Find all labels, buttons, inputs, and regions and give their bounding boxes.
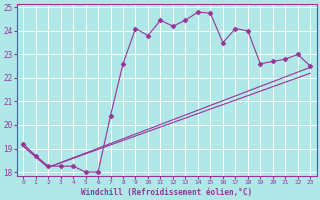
X-axis label: Windchill (Refroidissement éolien,°C): Windchill (Refroidissement éolien,°C) bbox=[81, 188, 252, 197]
